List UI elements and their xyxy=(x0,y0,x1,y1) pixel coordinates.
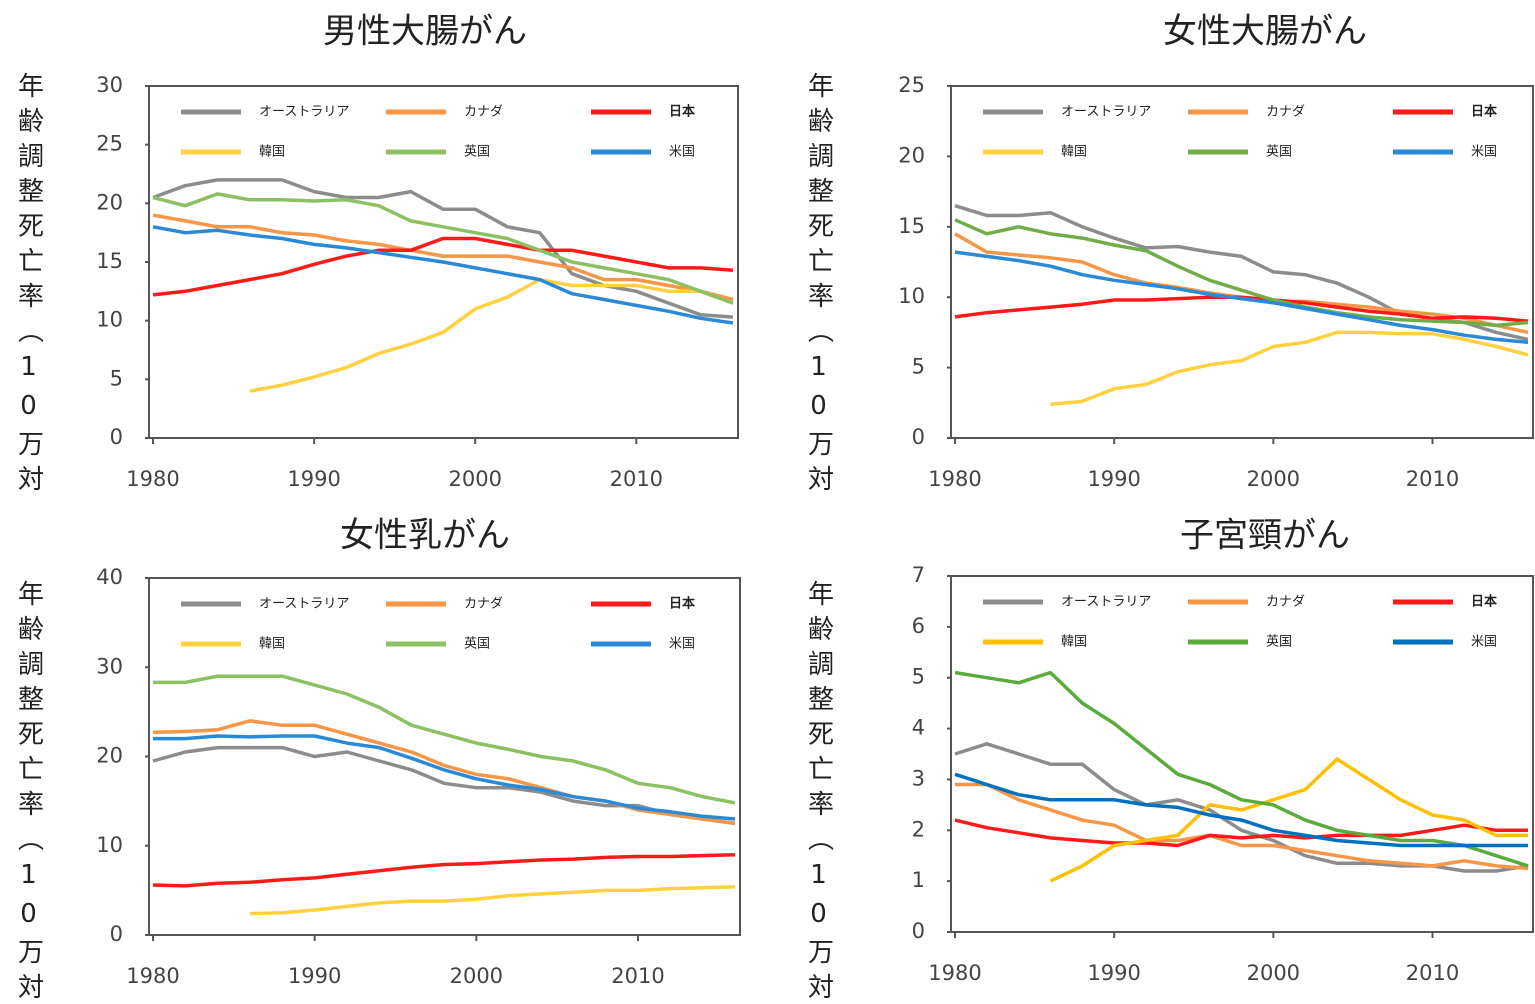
legend-label: 米国 xyxy=(1471,635,1497,650)
y-tick-label: 4 xyxy=(912,716,925,740)
y-tick-label: 0 xyxy=(912,919,925,943)
legend-label: カナダ xyxy=(1266,105,1305,120)
x-tick-label: 2010 xyxy=(610,467,663,491)
legend-label: オーストラリア xyxy=(259,105,349,120)
x-tick-label: 2010 xyxy=(611,964,664,988)
series-line xyxy=(152,192,734,305)
series-line xyxy=(152,852,736,888)
legend-label: 韓国 xyxy=(259,637,285,652)
series-line xyxy=(249,277,734,393)
y-axis-label: 年齢調整死亡率（10万対 xyxy=(804,72,834,500)
plot-frame xyxy=(950,575,1534,933)
x-tick-label: 2010 xyxy=(1406,467,1459,491)
legend-label: 米国 xyxy=(669,637,695,652)
x-tick-label: 2000 xyxy=(450,964,503,988)
legend-label: カナダ xyxy=(464,105,503,120)
legend-label: 韓国 xyxy=(259,145,285,160)
y-tick-label: 10 xyxy=(96,833,123,857)
plot-frame xyxy=(950,85,1534,439)
chart-title: 女性大腸がん xyxy=(1163,12,1367,52)
y-tick-label: 30 xyxy=(96,654,123,678)
legend-label: 日本 xyxy=(1471,594,1497,610)
series-line xyxy=(249,885,736,916)
legend-label: 日本 xyxy=(669,596,695,612)
series-line xyxy=(954,772,1528,848)
series-line xyxy=(152,213,734,302)
y-tick-label: 1 xyxy=(912,868,925,892)
x-tick-label: 2000 xyxy=(1247,467,1300,491)
y-tick-label: 20 xyxy=(96,190,123,214)
series-line xyxy=(954,218,1529,328)
series-line xyxy=(153,674,736,805)
legend-label: 英国 xyxy=(1266,635,1292,650)
x-tick-label: 2000 xyxy=(1247,961,1300,985)
x-tick-label: 1990 xyxy=(1087,961,1140,985)
y-tick-label: 30 xyxy=(96,73,123,97)
series-line xyxy=(1050,330,1529,406)
legend-label: オーストラリア xyxy=(1061,595,1151,610)
legend-label: 米国 xyxy=(1471,145,1497,160)
y-tick-label: 5 xyxy=(110,366,123,390)
x-tick-label: 1980 xyxy=(928,467,981,491)
legend-label: オーストラリア xyxy=(1061,105,1151,120)
x-tick-label: 1990 xyxy=(287,467,340,491)
legend-label: 韓国 xyxy=(1061,635,1087,650)
y-tick-label: 10 xyxy=(898,284,925,308)
y-tick-label: 25 xyxy=(96,132,123,156)
chart-title: 子宮頸がん xyxy=(1180,516,1350,556)
series-line xyxy=(152,178,734,319)
y-tick-label: 15 xyxy=(96,249,123,273)
y-tick-label: 40 xyxy=(96,565,123,589)
legend-label: オーストラリア xyxy=(259,597,349,612)
x-tick-label: 2010 xyxy=(1406,961,1459,985)
legend-label: 米国 xyxy=(669,145,695,160)
x-tick-label: 2000 xyxy=(448,467,501,491)
y-tick-label: 5 xyxy=(912,665,925,689)
y-tick-label: 6 xyxy=(912,614,925,638)
y-tick-label: 2 xyxy=(912,817,925,841)
x-tick-label: 1990 xyxy=(1087,467,1140,491)
plot-frame xyxy=(148,577,741,936)
series-line xyxy=(954,670,1529,868)
series-line xyxy=(954,250,1529,345)
y-tick-label: 0 xyxy=(110,425,123,449)
legend-label: 韓国 xyxy=(1061,145,1087,160)
x-tick-label: 1980 xyxy=(126,964,179,988)
series-line xyxy=(152,225,734,325)
legend-label: カナダ xyxy=(1266,595,1305,610)
y-axis-label: 年齢調整死亡率（10万対 xyxy=(804,580,834,1004)
y-tick-label: 5 xyxy=(912,355,925,379)
y-tick-label: 0 xyxy=(912,425,925,449)
chart-title: 男性大腸がん xyxy=(323,12,527,52)
legend-label: カナダ xyxy=(464,597,503,612)
y-tick-label: 20 xyxy=(898,143,925,167)
series-line xyxy=(152,236,734,297)
y-tick-label: 3 xyxy=(912,766,925,790)
series-line xyxy=(153,734,736,821)
series-line xyxy=(955,782,1529,871)
x-tick-label: 1990 xyxy=(288,964,341,988)
legend-label: 英国 xyxy=(464,637,490,652)
y-tick-label: 0 xyxy=(110,922,123,946)
x-tick-label: 1980 xyxy=(126,467,179,491)
series-line xyxy=(954,818,1528,848)
chart-title: 女性乳がん xyxy=(340,516,510,556)
y-tick-label: 7 xyxy=(912,563,925,587)
series-line xyxy=(1049,757,1528,883)
y-tick-label: 25 xyxy=(898,73,925,97)
series-line xyxy=(152,745,736,826)
y-axis-label: 年齢調整死亡率（10万対 xyxy=(14,72,44,500)
legend-label: 英国 xyxy=(1266,145,1292,160)
legend-label: 日本 xyxy=(1471,104,1497,120)
y-tick-label: 10 xyxy=(96,308,123,332)
legend-label: 英国 xyxy=(464,145,490,160)
y-tick-label: 15 xyxy=(898,214,925,238)
y-axis-label: 年齢調整死亡率（10万対 xyxy=(14,580,44,1004)
legend-label: 日本 xyxy=(669,104,695,120)
y-tick-label: 20 xyxy=(96,744,123,768)
x-tick-label: 1980 xyxy=(928,961,981,985)
